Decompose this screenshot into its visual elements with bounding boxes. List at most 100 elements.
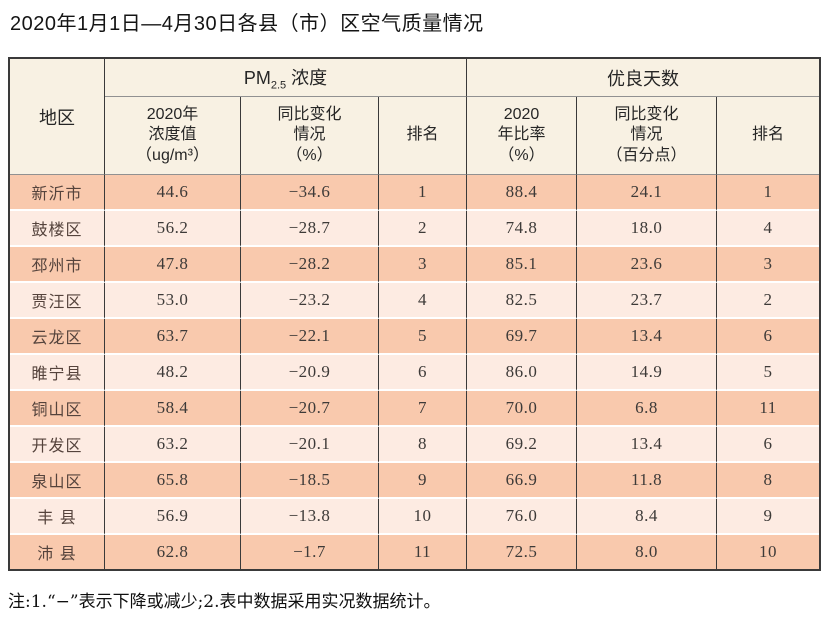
pm-change-cell: −28.7 [241,211,379,247]
good-rate-cell: 76.0 [467,499,578,535]
pm-value-cell: 56.9 [105,499,241,535]
pm-change-cell: −18.5 [241,463,379,499]
good-change-cell: 13.4 [577,427,718,463]
pm-value-cell: 65.8 [105,463,241,499]
footnote: 注:1.“−”表示下降或减少;2.表中数据采用实况数据统计。 [8,592,441,612]
good-rate-cell: 69.2 [467,427,578,463]
pm-value-cell: 58.4 [105,391,241,427]
table-row: 泉山区 65.8 −18.5 9 66.9 11.8 8 [10,463,820,499]
region-cell: 丰 县 [10,499,105,535]
good-rate-cell: 70.0 [467,391,578,427]
good-rate-cell: 82.5 [467,283,578,319]
pm-rank-cell: 4 [379,283,468,319]
good-rank-cell: 2 [717,283,820,319]
table-row: 铜山区 58.4 −20.7 7 70.0 6.8 11 [10,391,820,427]
table-header: 地区 PM2.5 浓度 优良天数 2020年 浓度值 （ug/m³） 同比变化 情… [10,59,820,175]
region-cell: 云龙区 [10,319,105,355]
column-header-region: 地区 [10,59,105,175]
column-header-pm-change: 同比变化 情况 （%） [241,97,379,175]
pm-change-cell: −34.6 [241,175,379,211]
good-change-cell: 18.0 [577,211,718,247]
pm-value-cell: 63.7 [105,319,241,355]
good-rate-cell: 74.8 [467,211,578,247]
good-rate-cell: 66.9 [467,463,578,499]
good-rank-cell: 8 [717,463,820,499]
pm-rank-cell: 10 [379,499,468,535]
pm-value-cell: 63.2 [105,427,241,463]
pm-value-cell: 56.2 [105,211,241,247]
pm-label-rest: 浓度 [291,67,328,88]
good-rank-cell: 9 [717,499,820,535]
column-header-good-rank: 排名 [717,97,820,175]
pm-change-cell: −20.7 [241,391,379,427]
good-rate-cell: 88.4 [467,175,578,211]
pm-value-cell: 44.6 [105,175,241,211]
good-change-cell: 24.1 [577,175,718,211]
region-cell: 开发区 [10,427,105,463]
pm-rank-cell: 9 [379,463,468,499]
pm-value-cell: 47.8 [105,247,241,283]
region-cell: 铜山区 [10,391,105,427]
region-cell: 新沂市 [10,175,105,211]
table-row: 睢宁县 48.2 −20.9 6 86.0 14.9 5 [10,355,820,391]
region-cell: 泉山区 [10,463,105,499]
table-body: 新沂市 44.6 −34.6 1 88.4 24.1 1 鼓楼区 56.2 −2… [10,175,820,569]
good-change-cell: 13.4 [577,319,718,355]
good-rate-cell: 72.5 [467,535,578,569]
column-header-good-change: 同比变化 情况 （百分点） [577,97,718,175]
pm-change-cell: −22.1 [241,319,379,355]
column-group-pm25: PM2.5 浓度 [105,59,468,97]
pm-value-cell: 53.0 [105,283,241,319]
good-rank-cell: 10 [717,535,820,569]
good-rank-cell: 11 [717,391,820,427]
pm-change-cell: −28.2 [241,247,379,283]
region-cell: 沛 县 [10,535,105,569]
header-group-row: 地区 PM2.5 浓度 优良天数 [10,59,820,175]
good-change-cell: 8.4 [577,499,718,535]
good-rate-cell: 86.0 [467,355,578,391]
pm-rank-cell: 1 [379,175,468,211]
page-title: 2020年1月1日—4月30日各县（市）区空气质量情况 [10,13,484,35]
pm-rank-cell: 8 [379,427,468,463]
column-header-pm-rank: 排名 [379,97,468,175]
good-change-cell: 8.0 [577,535,718,569]
good-change-cell: 11.8 [577,463,718,499]
column-header-pm-value: 2020年 浓度值 （ug/m³） [105,97,241,175]
pm-rank-cell: 11 [379,535,468,569]
good-rate-cell: 85.1 [467,247,578,283]
table-row: 邳州市 47.8 −28.2 3 85.1 23.6 3 [10,247,820,283]
pm-label: PM [243,67,271,88]
good-rank-cell: 4 [717,211,820,247]
good-rank-cell: 6 [717,427,820,463]
column-group-good-days: 优良天数 [467,59,820,97]
good-rank-cell: 6 [717,319,820,355]
good-change-cell: 23.7 [577,283,718,319]
table-row: 新沂市 44.6 −34.6 1 88.4 24.1 1 [10,175,820,211]
pm-rank-cell: 7 [379,391,468,427]
pm-rank-cell: 5 [379,319,468,355]
region-cell: 睢宁县 [10,355,105,391]
header-sub-row: 2020年 浓度值 （ug/m³） 同比变化 情况 （%） 排名 2020 年比… [10,97,820,175]
pm-change-cell: −1.7 [241,535,379,569]
pm-rank-cell: 2 [379,211,468,247]
pm-change-cell: −13.8 [241,499,379,535]
pm-rank-cell: 3 [379,247,468,283]
table-row: 贾汪区 53.0 −23.2 4 82.5 23.7 2 [10,283,820,319]
good-change-cell: 14.9 [577,355,718,391]
pm-change-cell: −20.9 [241,355,379,391]
table-row: 沛 县 62.8 −1.7 11 72.5 8.0 10 [10,535,820,569]
good-change-cell: 6.8 [577,391,718,427]
good-rank-cell: 3 [717,247,820,283]
pm-change-cell: −23.2 [241,283,379,319]
pm-change-cell: −20.1 [241,427,379,463]
good-rank-cell: 1 [717,175,820,211]
region-cell: 邳州市 [10,247,105,283]
table-row: 开发区 63.2 −20.1 8 69.2 13.4 6 [10,427,820,463]
region-cell: 贾汪区 [10,283,105,319]
good-rate-cell: 69.7 [467,319,578,355]
column-header-good-rate: 2020 年比率 （%） [467,97,578,175]
pm-rank-cell: 6 [379,355,468,391]
table-row: 云龙区 63.7 −22.1 5 69.7 13.4 6 [10,319,820,355]
pm-value-cell: 48.2 [105,355,241,391]
pm-subscript: 2.5 [270,79,287,92]
